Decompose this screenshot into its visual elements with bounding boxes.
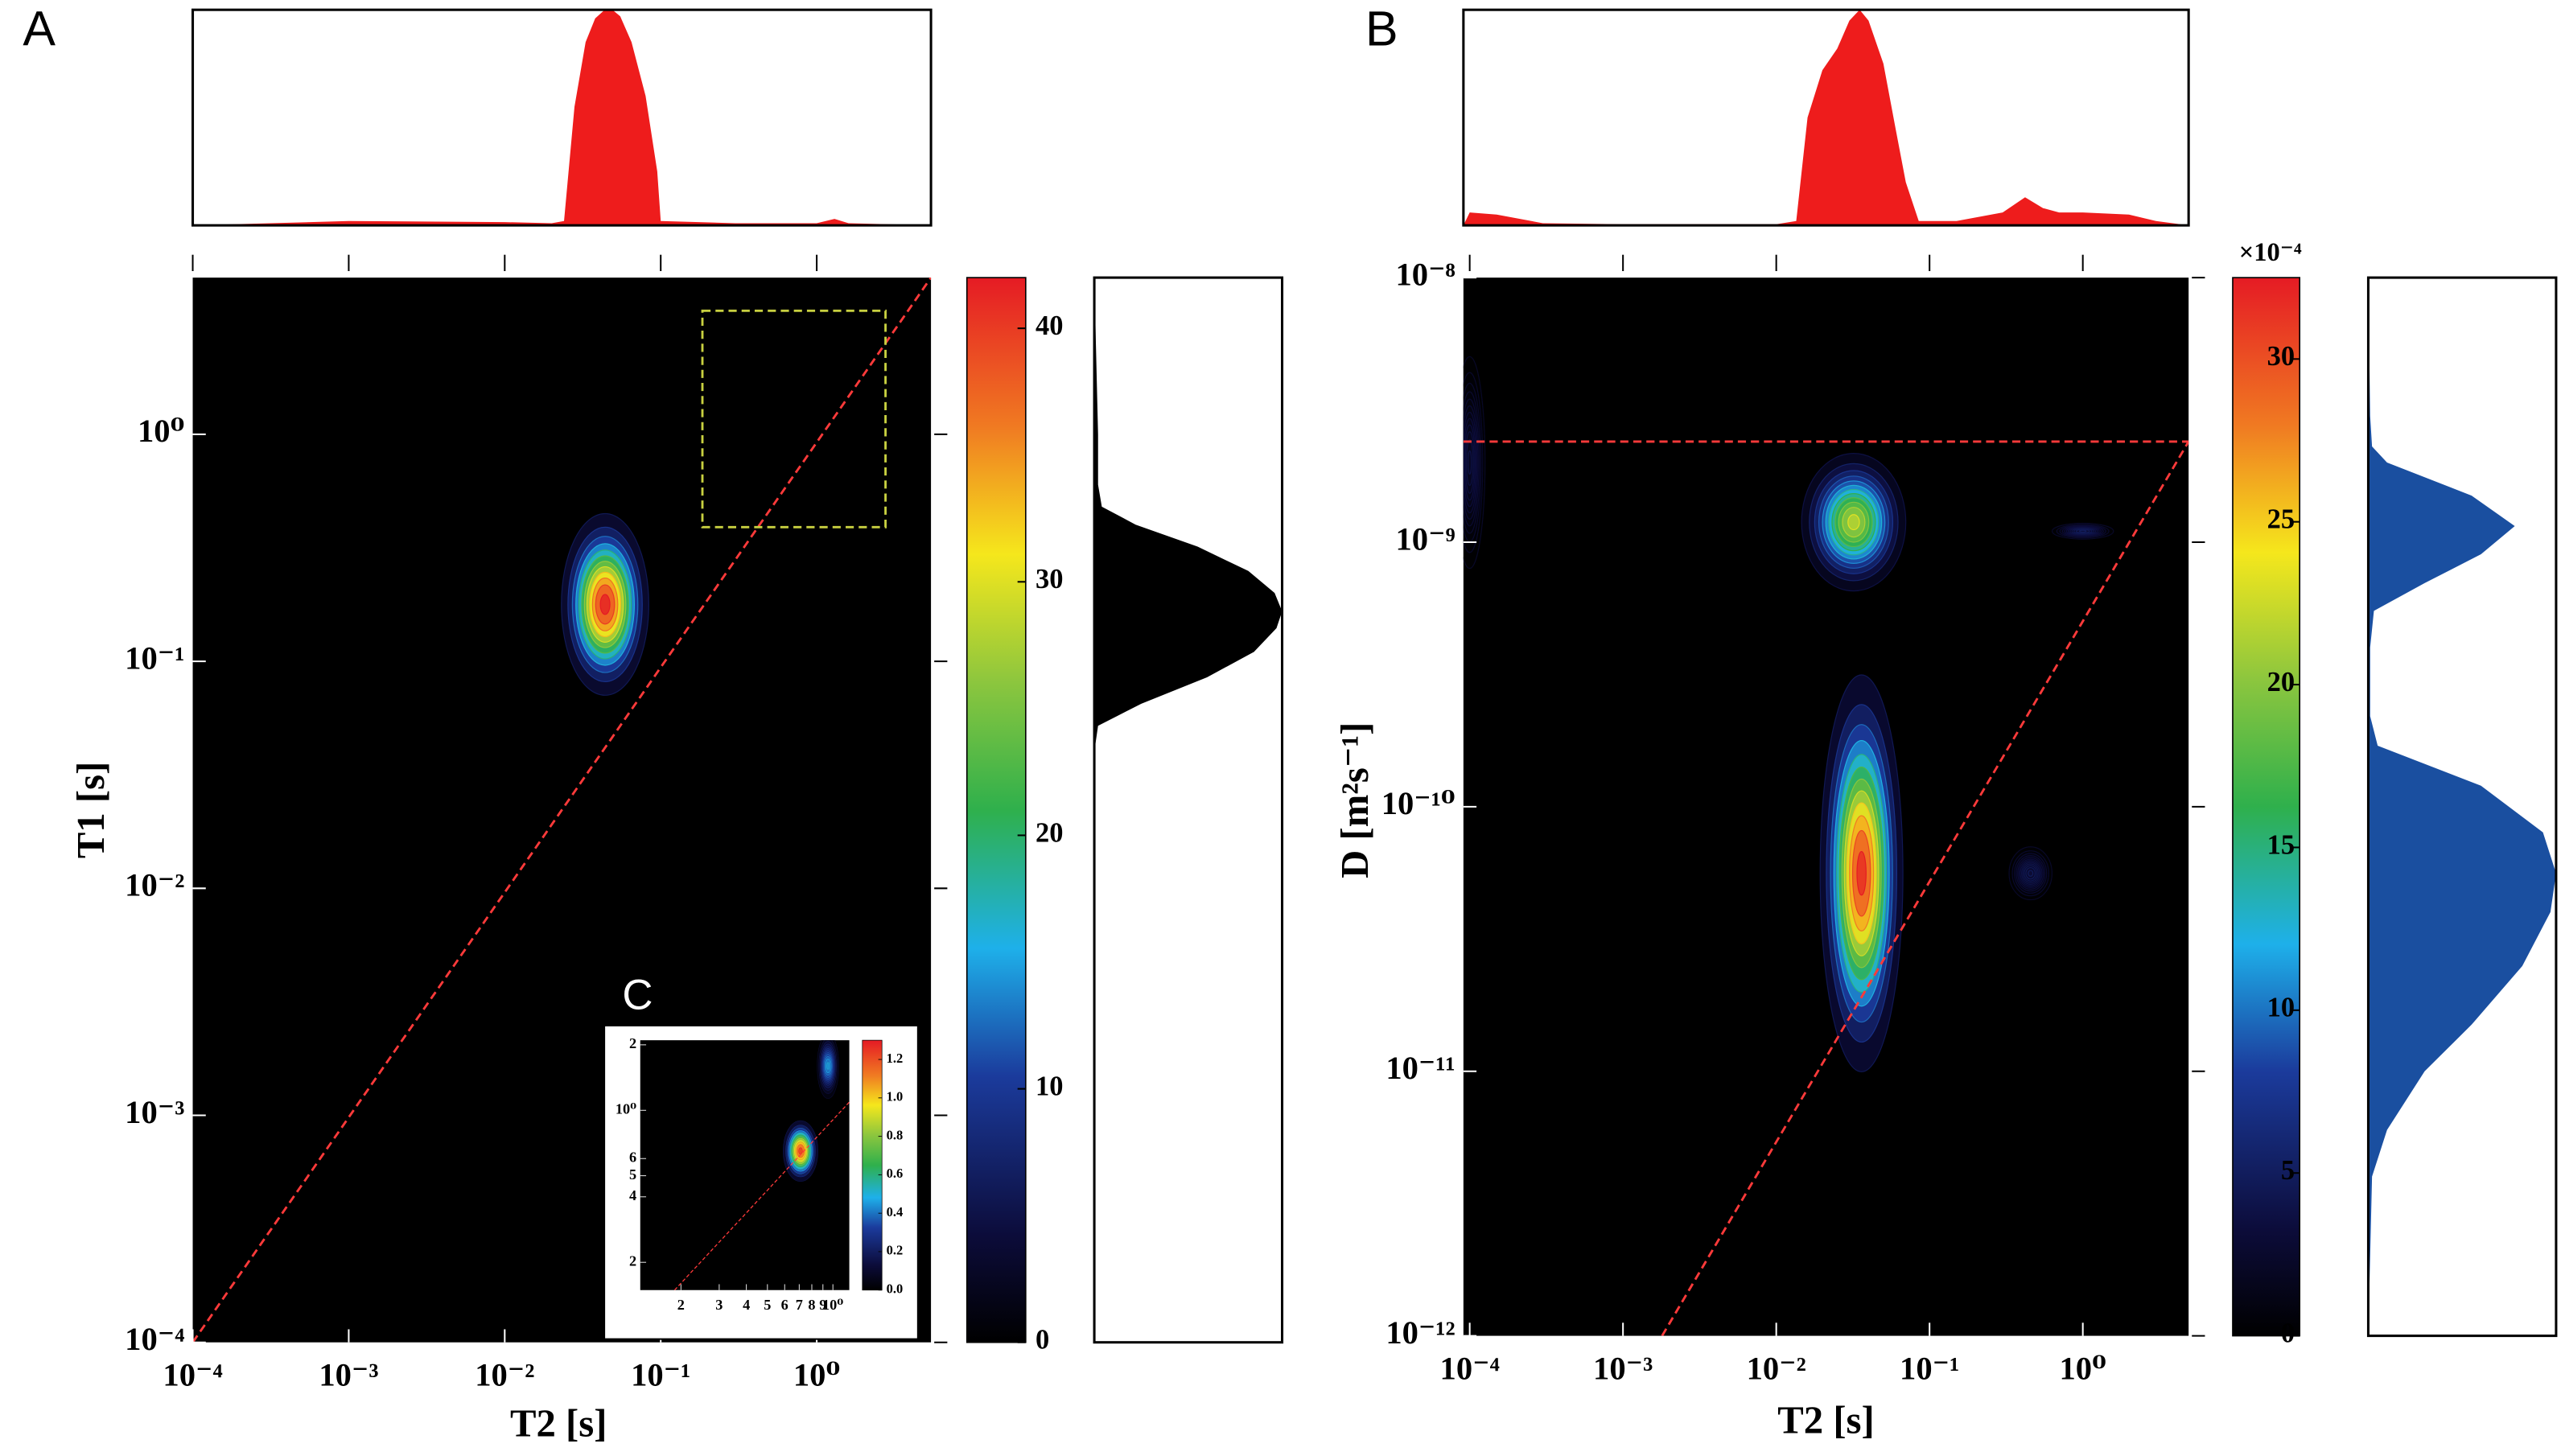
panel-label: B: [1365, 2, 1398, 56]
x-tick-label: 10⁰: [822, 1297, 843, 1313]
x-tick-label: 10⁻¹: [1900, 1351, 1959, 1387]
colorbar: [2232, 277, 2301, 1337]
colorbar-tick-label: 20: [1036, 817, 1063, 848]
x-tick-label: 3: [715, 1297, 723, 1313]
reference-line: [673, 1101, 850, 1290]
y-tick-label: 10⁻²: [125, 867, 184, 903]
x-tick-label: 10⁻²: [1747, 1351, 1806, 1387]
y-tick-label: 10⁻³: [125, 1094, 184, 1130]
peak-contour: [1847, 514, 1860, 531]
x-tick-label: 10⁻²: [475, 1357, 534, 1393]
y-tick-label: 10⁻⁸: [1396, 256, 1455, 292]
x-tick-label: 10⁰: [2059, 1351, 2106, 1387]
x-tick-label: 2: [677, 1297, 685, 1313]
colorbar-tick-label: 0.0: [887, 1281, 904, 1297]
reference-line: [1661, 441, 2189, 1336]
peak-contour: [1856, 850, 1867, 896]
colorbar-tick-label: 0.8: [887, 1127, 904, 1142]
y-axis-title: D [m²s⁻¹]: [1333, 722, 1377, 878]
y-tick-label: 6: [629, 1149, 636, 1165]
colorbar-tick-label: 0: [1036, 1325, 1049, 1355]
y-tick-label: 10⁻¹: [125, 640, 184, 676]
peak-contour: [599, 594, 611, 615]
peak-contour: [2028, 870, 2034, 877]
heatmap: [673, 1040, 850, 1290]
highlight-box: [701, 309, 887, 529]
x-axis-title: T2 [s]: [1777, 1398, 1874, 1442]
y-tick-label: 10⁻¹²: [1385, 1314, 1455, 1351]
colorbar-tick-label: 40: [1036, 311, 1063, 341]
x-tick-label: 6: [781, 1297, 788, 1313]
colorbar: [966, 277, 1027, 1343]
y-tick-label: 5: [629, 1166, 636, 1182]
y-tick-label: 10⁻⁴: [125, 1321, 184, 1357]
colorbar: [862, 1039, 883, 1291]
projection-frame: [1462, 8, 2190, 227]
peak-contour: [1467, 450, 1472, 475]
colorbar-tick-label: 0: [2281, 1318, 2295, 1349]
projection-frame: [191, 8, 933, 227]
y-tick-label: 10⁻⁹: [1396, 520, 1455, 557]
projection-area: [2368, 278, 2556, 1336]
y-axis-title: T1 [s]: [69, 762, 113, 858]
y-tick-label: 4: [629, 1187, 636, 1203]
heatmap: [192, 278, 932, 1343]
panel-label: A: [23, 2, 56, 56]
peak-contour: [798, 1147, 803, 1155]
x-tick-label: 7: [796, 1297, 803, 1313]
y-tick-label: 10⁰: [616, 1100, 636, 1117]
colorbar-tick-label: 5: [2281, 1155, 2295, 1186]
projection-area: [1463, 10, 2189, 226]
y-tick-label: 2: [629, 1252, 636, 1269]
colorbar-tick-label: 0.6: [887, 1166, 904, 1181]
x-tick-label: 9: [819, 1297, 826, 1313]
projection-frame: [1093, 276, 1284, 1344]
colorbar-tick-label: 0.4: [887, 1204, 904, 1220]
x-tick-label: 10⁻¹: [631, 1357, 690, 1393]
colorbar-tick-label: 20: [2267, 667, 2295, 697]
x-tick-label: 10⁻³: [319, 1357, 378, 1393]
x-tick-label: 10⁰: [793, 1357, 840, 1393]
x-tick-label: 5: [764, 1297, 771, 1313]
colorbar-tick-label: 0.2: [887, 1243, 904, 1258]
colorbar-tick-label: 1.0: [887, 1089, 904, 1104]
x-tick-label: 4: [743, 1297, 750, 1313]
x-tick-label: 8: [808, 1297, 815, 1313]
colorbar-tick-label: 25: [2267, 504, 2295, 535]
peak-contour: [826, 1062, 830, 1070]
colorbar-label: ×10⁻⁴: [2239, 238, 2302, 267]
y-tick-label: 10⁻¹¹: [1385, 1050, 1455, 1086]
y-tick-label: 2: [629, 1035, 636, 1051]
x-tick-label: 10⁻⁴: [163, 1357, 222, 1393]
x-tick-label: 10⁻⁴: [1440, 1351, 1500, 1387]
reference-line: [192, 278, 932, 1343]
colorbar-tick-label: 1.2: [887, 1051, 904, 1066]
projection-area: [1094, 278, 1283, 1343]
y-tick-label: 10⁻¹⁰: [1381, 785, 1455, 821]
x-tick-label: 10⁻³: [1593, 1351, 1653, 1387]
colorbar-tick-label: 10: [2267, 993, 2295, 1023]
colorbar-tick-label: 30: [1036, 564, 1063, 594]
colorbar-tick-label: 10: [1036, 1071, 1063, 1101]
projection-area: [192, 10, 932, 226]
x-axis-title: T2 [s]: [510, 1401, 607, 1445]
colorbar-tick-label: 30: [2267, 341, 2295, 372]
colorbar-tick-label: 15: [2267, 829, 2295, 860]
projection-frame: [2366, 276, 2558, 1338]
panel-label: C: [622, 971, 653, 1018]
peak-contour: [2078, 529, 2087, 533]
heatmap: [1463, 356, 2189, 1336]
y-tick-label: 10⁰: [138, 413, 184, 449]
